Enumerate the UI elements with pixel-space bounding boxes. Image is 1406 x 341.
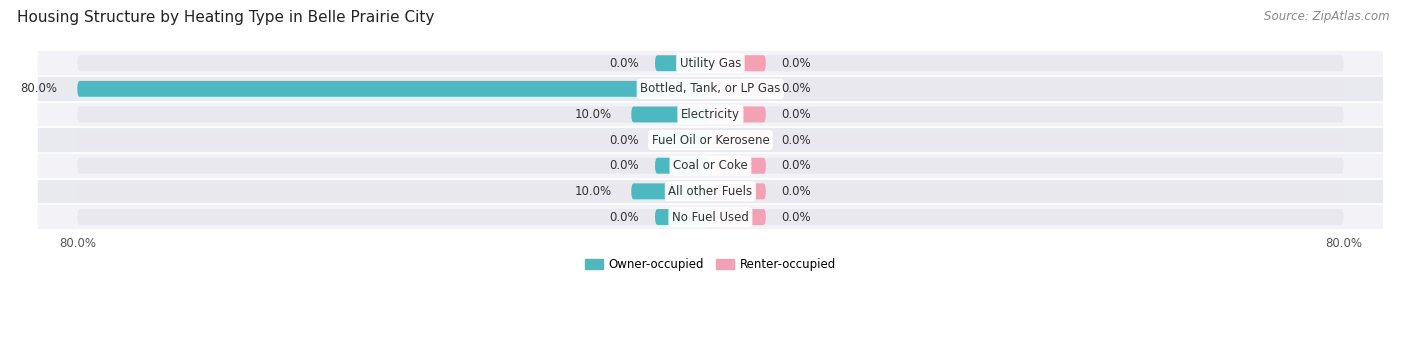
FancyBboxPatch shape <box>710 106 766 122</box>
Text: Source: ZipAtlas.com: Source: ZipAtlas.com <box>1264 10 1389 23</box>
FancyBboxPatch shape <box>38 50 1384 76</box>
FancyBboxPatch shape <box>77 81 710 97</box>
FancyBboxPatch shape <box>710 158 766 174</box>
FancyBboxPatch shape <box>38 179 1384 204</box>
Text: No Fuel Used: No Fuel Used <box>672 210 749 223</box>
Text: 0.0%: 0.0% <box>782 57 811 70</box>
FancyBboxPatch shape <box>631 183 710 199</box>
Text: Bottled, Tank, or LP Gas: Bottled, Tank, or LP Gas <box>640 82 780 95</box>
Text: Fuel Oil or Kerosene: Fuel Oil or Kerosene <box>651 134 769 147</box>
Text: 0.0%: 0.0% <box>610 134 640 147</box>
FancyBboxPatch shape <box>655 55 710 71</box>
Text: Coal or Coke: Coal or Coke <box>673 159 748 172</box>
FancyBboxPatch shape <box>710 209 766 225</box>
Text: 0.0%: 0.0% <box>782 108 811 121</box>
FancyBboxPatch shape <box>77 209 1344 225</box>
FancyBboxPatch shape <box>77 55 1344 71</box>
FancyBboxPatch shape <box>77 106 1344 122</box>
Text: 0.0%: 0.0% <box>610 159 640 172</box>
FancyBboxPatch shape <box>655 209 710 225</box>
Text: 80.0%: 80.0% <box>21 82 58 95</box>
FancyBboxPatch shape <box>631 106 710 122</box>
Text: All other Fuels: All other Fuels <box>668 185 752 198</box>
Text: 0.0%: 0.0% <box>782 159 811 172</box>
Text: 0.0%: 0.0% <box>782 185 811 198</box>
Legend: Owner-occupied, Renter-occupied: Owner-occupied, Renter-occupied <box>581 254 841 276</box>
FancyBboxPatch shape <box>710 81 766 97</box>
FancyBboxPatch shape <box>77 158 1344 174</box>
Text: 10.0%: 10.0% <box>575 185 612 198</box>
FancyBboxPatch shape <box>710 132 766 148</box>
Text: 0.0%: 0.0% <box>610 57 640 70</box>
Text: Utility Gas: Utility Gas <box>679 57 741 70</box>
FancyBboxPatch shape <box>38 127 1384 153</box>
FancyBboxPatch shape <box>38 102 1384 127</box>
Text: 0.0%: 0.0% <box>610 210 640 223</box>
FancyBboxPatch shape <box>655 158 710 174</box>
FancyBboxPatch shape <box>710 183 766 199</box>
FancyBboxPatch shape <box>710 55 766 71</box>
FancyBboxPatch shape <box>77 81 1344 97</box>
FancyBboxPatch shape <box>655 132 710 148</box>
Text: Housing Structure by Heating Type in Belle Prairie City: Housing Structure by Heating Type in Bel… <box>17 10 434 25</box>
Text: 10.0%: 10.0% <box>575 108 612 121</box>
Text: 0.0%: 0.0% <box>782 210 811 223</box>
Text: 0.0%: 0.0% <box>782 134 811 147</box>
FancyBboxPatch shape <box>77 183 1344 199</box>
FancyBboxPatch shape <box>77 132 1344 148</box>
FancyBboxPatch shape <box>38 153 1384 179</box>
Text: 0.0%: 0.0% <box>782 82 811 95</box>
FancyBboxPatch shape <box>38 76 1384 102</box>
FancyBboxPatch shape <box>38 204 1384 230</box>
Text: Electricity: Electricity <box>681 108 740 121</box>
